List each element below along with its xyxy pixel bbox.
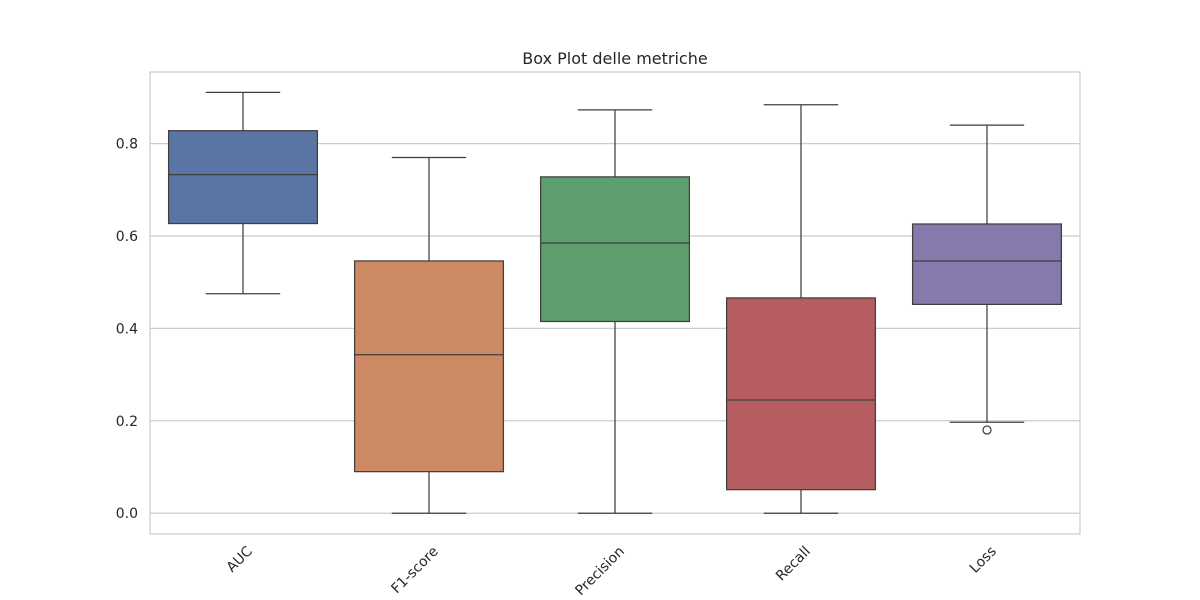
- box-loss: [911, 124, 1063, 435]
- y-tick-label: 0.0: [116, 506, 138, 522]
- y-tick-label: 0.2: [116, 414, 138, 430]
- iqr-box: [911, 223, 1063, 306]
- iqr-box: [725, 297, 877, 491]
- y-tick-label: 0.6: [116, 229, 138, 245]
- box-auc: [167, 91, 319, 295]
- box-f1-score: [353, 156, 505, 514]
- chart-title: Box Plot delle metriche: [522, 49, 707, 68]
- plot-frame: [149, 71, 1081, 535]
- iqr-box: [539, 176, 691, 323]
- outlier-point: [982, 425, 992, 435]
- box-recall: [725, 104, 877, 514]
- y-tick-label: 0.8: [116, 137, 138, 153]
- box-precision: [539, 109, 691, 514]
- box-layer: [167, 91, 1063, 514]
- iqr-box: [353, 260, 505, 473]
- y-tick-label: 0.4: [116, 321, 138, 337]
- y-axis-ticks: 0.0 0.2 0.4 0.6 0.8: [116, 137, 138, 523]
- iqr-box: [167, 130, 319, 225]
